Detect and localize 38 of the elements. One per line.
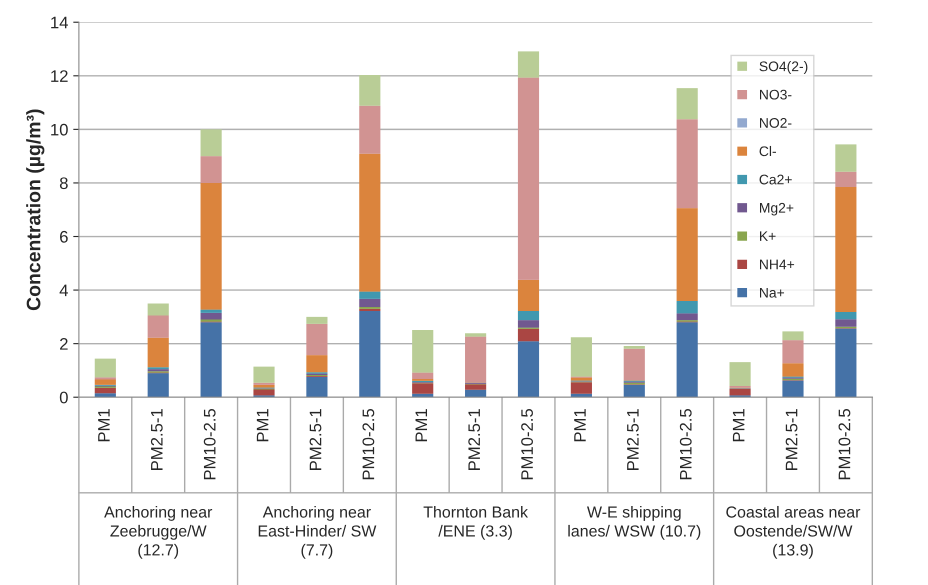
legend-label: NO2- [760,118,792,128]
text: Thornton Bank /ENE (3.3) [424,506,528,540]
y-tick-label: 0 [60,392,68,404]
x-tick-label: PM10-2.5 [362,409,374,480]
legend-label: Mg2+ [760,202,794,216]
x-tick-label: PM10-2.5 [204,409,216,480]
legend-label: Na+ [760,288,784,298]
y-tick-label: 10 [51,124,68,136]
text: W-E shipping lanes/ WSW (10.7) [568,506,700,540]
x-tick-label: PM1 [732,409,744,442]
y-tick-label: 8 [60,177,68,190]
legend-label: NH4+ [760,260,794,270]
text: Anchoring near East-Hinder/ SW (7.7) [258,506,376,559]
x-tick-label: PM2.5-1 [310,409,322,470]
x-tick-label: PM1 [256,409,268,442]
y-tick-label: 4 [60,284,68,296]
x-tick-label: PM2.5-1 [626,409,639,470]
legend-label: Cl- [760,146,776,156]
text: Anchoring near Zeebrugge/W (12.7) [104,506,212,559]
text: Coastal areas near Oostende/SW/W (13.9) [726,506,860,559]
x-tick-label: PM10-2.5 [680,409,692,480]
y-axis-title: Concentration (µg/m³) [26,109,44,310]
y-tick-label: 2 [60,338,68,350]
x-tick-label: PM2.5-1 [150,409,163,470]
x-tick-label: PM1 [98,409,110,442]
y-tick-label: 12 [51,70,68,82]
x-tick-label: PM10-2.5 [521,409,533,480]
legend-label: NO3- [760,90,792,100]
legend-label: SO4(2-) [759,61,808,74]
y-tick-label: 6 [60,230,68,243]
x-tick-label: PM2.5-1 [468,409,480,470]
x-tick-label: PM10-2.5 [838,409,850,480]
y-tick-label: 14 [51,16,68,28]
x-tick-label: PM2.5-1 [786,409,798,470]
legend-label: Ca2+ [760,174,792,184]
x-tick-label: PM1 [574,409,586,442]
legend-label: K+ [760,231,776,241]
x-tick-label: PM1 [416,409,428,442]
